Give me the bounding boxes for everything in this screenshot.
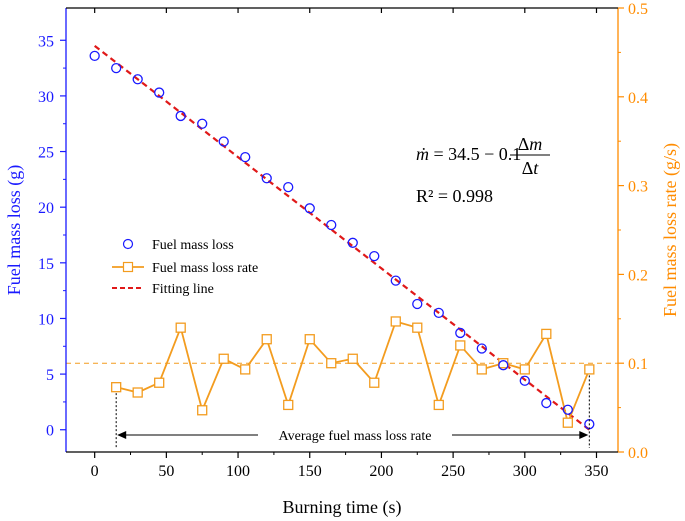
rate-point [433,399,444,411]
x-tick-label: 200 [369,463,393,480]
y-right-tick-label: 0.3 [628,179,648,196]
x-tick-label: 250 [441,463,465,480]
mass-point [132,74,143,85]
legend-mass-label: Fuel mass loss [152,238,234,253]
average-rate-label: Average fuel mass loss rate [279,429,432,444]
rate-point [498,358,509,369]
equation-annotation: ṁ = 34.5 − 0.1 Δm Δt [416,134,550,178]
mass-point [240,151,251,163]
y-left-tick-label: 0 [46,423,54,440]
y-left-tick-label: 10 [38,311,54,328]
mass-point [562,404,573,415]
y-left-tick-label: 25 [38,145,54,162]
svg-text:Δt: Δt [522,158,540,178]
mass-point [154,87,165,98]
rate-point [455,340,466,351]
y-right-tick-label: 0.4 [628,90,648,107]
svg-text:Δm: Δm [518,134,543,154]
rate-point [132,387,143,398]
mass-point [541,397,552,409]
x-tick-label: 350 [584,463,608,480]
rate-point [412,322,423,333]
y-right-tick-label: 0.5 [628,1,648,18]
mass-point [519,375,530,386]
x-tick-label: 100 [226,463,250,480]
legend-rate-marker [122,261,134,273]
mass-point [369,251,380,262]
mass-point [476,343,487,354]
rate-point [283,399,294,411]
rate-point [326,358,337,369]
mass-point [347,237,358,248]
avg-span-arrowhead-left [117,431,127,439]
mass-point [412,298,423,310]
y-left-tick-label: 5 [46,367,54,384]
x-tick-label: 0 [91,463,99,480]
x-tick-label: 50 [158,463,174,480]
mass-point [175,110,186,122]
y-left-tick-label: 35 [38,33,54,50]
mass-point [261,173,272,184]
mass-point [390,275,401,286]
y-right-tick-label: 0.0 [628,445,648,462]
mass-point [197,118,208,129]
rate-point [154,377,165,388]
y-left-tick-label: 30 [38,89,54,106]
r-squared-annotation: R² = 0.998 [416,186,493,206]
mass-point [326,219,337,231]
legend-fit-label: Fitting line [152,282,214,297]
y-left-tick-label: 20 [38,200,54,217]
rate-point [175,322,186,333]
rate-point [369,377,380,388]
rate-point [541,328,552,340]
legend: Fuel mass loss Fuel mass loss rate Fitti… [112,238,258,297]
rate-point [519,364,530,375]
y-right-tick-label: 0.2 [628,267,648,284]
y-right-axis-title: Fuel mass loss rate (g/s) [660,143,681,317]
rate-point [562,417,573,428]
rate-point [197,405,208,416]
svg-text:ṁ = 34.5 − 0.1: ṁ = 34.5 − 0.1 [416,144,521,164]
mass-point [455,327,466,339]
rate-point [261,334,272,345]
mass-point [111,62,122,74]
rate-point [111,382,122,393]
mass-point [283,182,294,193]
mass-point [433,307,444,319]
x-axis-title: Burning time (s) [283,497,402,518]
avg-span-arrowhead-right [579,431,589,439]
rate-point [347,353,358,364]
mass-point [89,50,100,61]
rate-point [584,364,595,375]
legend-mass-marker [122,238,134,250]
rate-series-line [115,320,591,426]
rate-point [240,364,251,375]
legend-rate-label: Fuel mass loss rate [152,261,258,276]
rate-point [390,316,401,327]
y-left-tick-label: 15 [38,256,54,273]
rate-point [476,364,487,375]
y-left-axis-title: Fuel mass loss (g) [4,165,25,296]
x-tick-label: 300 [513,463,537,480]
mass-point [498,360,509,371]
mass-point [218,136,229,147]
rate-point [218,353,229,364]
mass-point [304,203,315,214]
x-tick-label: 150 [298,463,322,480]
rate-point [304,334,315,345]
y-right-tick-label: 0.1 [628,356,648,373]
